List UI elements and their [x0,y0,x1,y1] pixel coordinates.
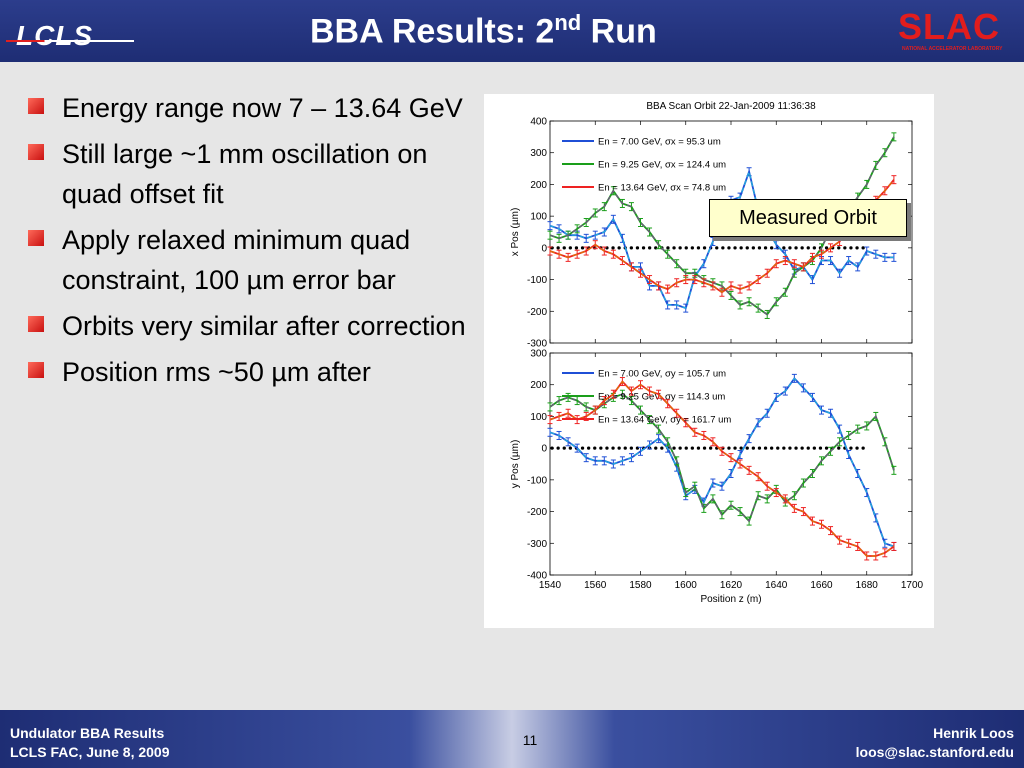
y-tick-label: -200 [527,507,547,518]
y-tick-label: -100 [527,275,547,286]
fit-line [549,380,895,557]
bullet-text: Orbits very similar after correction [62,311,466,341]
bullet-text: Energy range now 7 – 13.64 GeV [62,93,463,123]
slide-title: BBA Results: 2nd Run [310,10,657,51]
x-tick-label: 1640 [765,580,788,591]
x-tick-label: 1560 [584,580,607,591]
plot-panel: 400 300 200 100 0 -100 -200 -300 En = 7.00 GeV, … [484,94,934,628]
y-tick-label: 100 [530,412,547,423]
x-tick-label: 1660 [810,580,833,591]
slac-logo: SLAC NATIONAL ACCELERATOR LABORATORY [898,6,1020,56]
y-tick-label: -400 [527,571,547,582]
x-tick-label: 1620 [720,580,743,591]
fit-line [549,393,895,523]
slide-footer: Undulator BBA Results LCLS FAC, June 8, … [0,710,1024,768]
y-axis-label: y Pos (µm) [510,440,521,489]
legend-entry: En = 13.64 GeV, σy = 161.7 um [598,415,731,426]
x-tick-label: 1540 [539,580,562,591]
x-axis-label: Position z (m) [700,594,761,605]
bullet-square-icon [28,230,44,246]
bullet-square-icon [28,316,44,332]
bullet-square-icon [28,144,44,160]
orbit-plot: 400 300 200 100 0 -100 -200 -300 En = 7.00 GeV, … [510,101,924,605]
footer-author: Henrik Loos [933,725,1014,741]
chart-title: BBA Scan Orbit 22-Jan-2009 11:36:38 [646,101,816,112]
y-tick-label: 0 [541,444,547,455]
slide-title-sup: nd [554,10,582,35]
y-tick-label: 200 [530,380,547,391]
footer-right: Henrik Loos loos@slac.stanford.edu [856,724,1014,762]
y-tick-label: -300 [527,539,547,550]
bullet-item: Position rms ~50 µm after [28,352,468,392]
x-tick-label: 1580 [629,580,652,591]
bullet-item: Still large ~1 mm oscillation on quad of… [28,134,468,214]
x-tick-label: 1700 [901,580,924,591]
y-tick-label: -200 [527,307,547,318]
y-tick-label: 0 [541,243,547,254]
plot-axes-box [549,352,913,576]
lcls-logo-line [6,40,134,42]
slide-title-main: BBA Results: 2 [310,12,555,51]
y-tick-label: 300 [530,148,547,159]
slac-logo-subtitle: NATIONAL ACCELERATOR LABORATORY [902,46,1003,52]
bullet-item: Energy range now 7 – 13.64 GeV [28,88,468,128]
x-tick-label: 1600 [675,580,698,591]
slac-logo-word: SLAC [898,6,1000,47]
y-tick-label: 100 [530,212,547,223]
page-number: 11 [522,732,538,748]
footer-left: Undulator BBA Results LCLS FAC, June 8, … [10,724,170,762]
legend-entry: En = 7.00 GeV, σx = 95.3 um [598,137,721,148]
lcls-logo: LCLS [6,12,136,51]
x-tick-label: 1680 [856,580,879,591]
y-tick-label: 200 [530,180,547,191]
legend-entry: En = 7.00 GeV, σy = 105.7 um [598,369,726,380]
bullet-list: Energy range now 7 – 13.64 GeV Still lar… [28,88,468,398]
bullet-square-icon [28,362,44,378]
lcls-logo-text: LCLS [16,20,94,51]
footer-talk-title: Undulator BBA Results [10,725,165,741]
bullet-item: Apply relaxed minimum quad constraint, 1… [28,220,468,300]
slide-title-tail: Run [581,12,657,51]
bullet-text: Position rms ~50 µm after [62,357,371,387]
y-tick-label: 300 [530,349,547,360]
footer-event: LCLS FAC, June 8, 2009 [10,744,170,760]
bullet-square-icon [28,98,44,114]
y-tick-label: 400 [530,117,547,128]
legend-entry: En = 9.25 GeV, σx = 124.4 um [598,160,726,171]
y-axis-label: x Pos (µm) [510,208,521,257]
bullet-item: Orbits very similar after correction [28,306,468,346]
slide-header: LCLS BBA Results: 2nd Run SLAC NATIONAL … [0,0,1024,62]
bullet-text: Apply relaxed minimum quad constraint, 1… [62,225,411,295]
fit-line [549,377,895,548]
y-tick-label: -100 [527,475,547,486]
footer-email: loos@slac.stanford.edu [855,744,1014,760]
y-tick-label: -300 [527,339,547,350]
legend-entry: En = 13.64 GeV, σx = 74.8 um [598,183,726,194]
bullet-text: Still large ~1 mm oscillation on quad of… [62,139,428,209]
measured-orbit-annotation: Measured Orbit [709,199,907,237]
fit-line [549,179,895,294]
